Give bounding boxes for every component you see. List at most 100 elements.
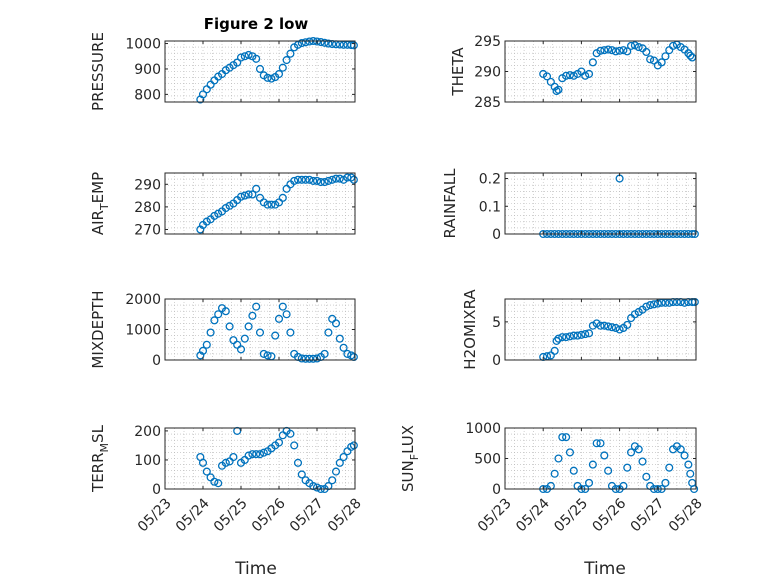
data-point [569, 71, 578, 80]
y-axis-label-main: SUN [399, 460, 417, 492]
x-tick-label: 05/26 [590, 495, 630, 535]
y-axis-label-subscript: T [98, 203, 111, 211]
data-point [263, 200, 272, 209]
data-point [229, 452, 238, 462]
grid [505, 428, 696, 489]
data-point [236, 345, 246, 354]
data-point [600, 321, 609, 330]
data-point [297, 354, 306, 363]
data-point [320, 349, 329, 358]
data-point [607, 46, 617, 55]
data-point [339, 452, 348, 462]
data-point [335, 458, 344, 467]
data-point [320, 38, 329, 47]
subplot-theta: 285 290 295 THETA [449, 34, 697, 111]
data-point [592, 439, 601, 448]
y-tick-label: 290 [134, 177, 161, 193]
data-point [278, 63, 287, 72]
data-point [282, 310, 291, 319]
data-point [202, 340, 211, 349]
x-axis-label-left: Time [234, 559, 277, 579]
data-point [565, 71, 574, 80]
subplot-rainfall: 0 0.1 0.2 RAINFALL [441, 168, 699, 243]
data-point [657, 58, 666, 67]
y-axis-label: H2OMIXRA [461, 289, 479, 370]
y-axis-label: THETA [449, 47, 467, 97]
data-point [297, 470, 306, 479]
y-tick-label: 1000 [465, 421, 501, 437]
data-point [596, 46, 605, 55]
data-point [301, 354, 310, 363]
y-axis-label-subscript: M [98, 443, 111, 453]
data-point [552, 86, 561, 96]
x-tick-label: 05/24 [173, 495, 213, 535]
data-point [244, 190, 253, 199]
series-markers [196, 173, 358, 234]
data-point [312, 354, 322, 363]
data-point [661, 478, 670, 487]
data-point [301, 175, 310, 184]
data-point [221, 307, 230, 316]
data-point [550, 469, 559, 478]
x-tick-label: 05/24 [513, 495, 553, 535]
data-point [290, 441, 299, 450]
y-tick-label: 290 [474, 65, 501, 81]
y-tick-label: 0 [152, 353, 161, 369]
data-point [236, 53, 246, 62]
data-point [244, 322, 253, 331]
data-point [638, 457, 647, 466]
x-tick-label: 05/23 [475, 495, 515, 535]
y-axis-label-main: TERR [89, 452, 107, 493]
data-point [206, 328, 215, 337]
data-point [225, 322, 234, 331]
x-tick-label: 05/23 [135, 495, 175, 535]
data-point [596, 321, 605, 330]
y-axis-label: SUNFLUX [399, 425, 421, 492]
data-point [267, 74, 276, 83]
x-tick-label: 05/27 [287, 495, 327, 535]
data-point [255, 450, 265, 459]
data-point [619, 46, 628, 55]
data-point [554, 334, 563, 343]
data-point [297, 175, 306, 184]
data-point [562, 433, 571, 442]
data-point [324, 39, 333, 48]
data-point [331, 467, 341, 476]
y-tick-label: 280 [134, 200, 161, 216]
data-point [240, 52, 249, 61]
data-point [278, 302, 287, 311]
data-point [634, 445, 643, 454]
grid [165, 428, 355, 489]
data-point [565, 332, 574, 341]
subplot-h2omixra: 0 5 H2OMIXRA [461, 289, 699, 370]
data-point [236, 192, 246, 201]
y-axis-label: TERRMSL [89, 424, 111, 493]
data-point [252, 450, 261, 459]
data-point [263, 351, 272, 360]
figure-title: Figure 2 low [204, 15, 309, 33]
y-axis-label: PRESSURE [89, 32, 107, 111]
data-point [335, 334, 344, 343]
data-point [290, 176, 299, 185]
data-point [293, 175, 303, 184]
y-axis-label: MIXDEPTH [89, 290, 107, 368]
y-axis-label-rest: LUX [399, 425, 417, 454]
data-point [634, 43, 643, 52]
data-point [248, 311, 257, 320]
data-point [562, 333, 571, 342]
data-point [305, 354, 314, 363]
data-point [305, 175, 314, 184]
data-point [252, 54, 261, 63]
data-point [221, 458, 230, 467]
data-point [558, 333, 567, 342]
data-point [214, 479, 223, 488]
data-point [680, 451, 689, 460]
data-point [584, 69, 594, 78]
axes-box [164, 40, 356, 103]
data-point [271, 331, 280, 340]
data-point [573, 331, 582, 340]
